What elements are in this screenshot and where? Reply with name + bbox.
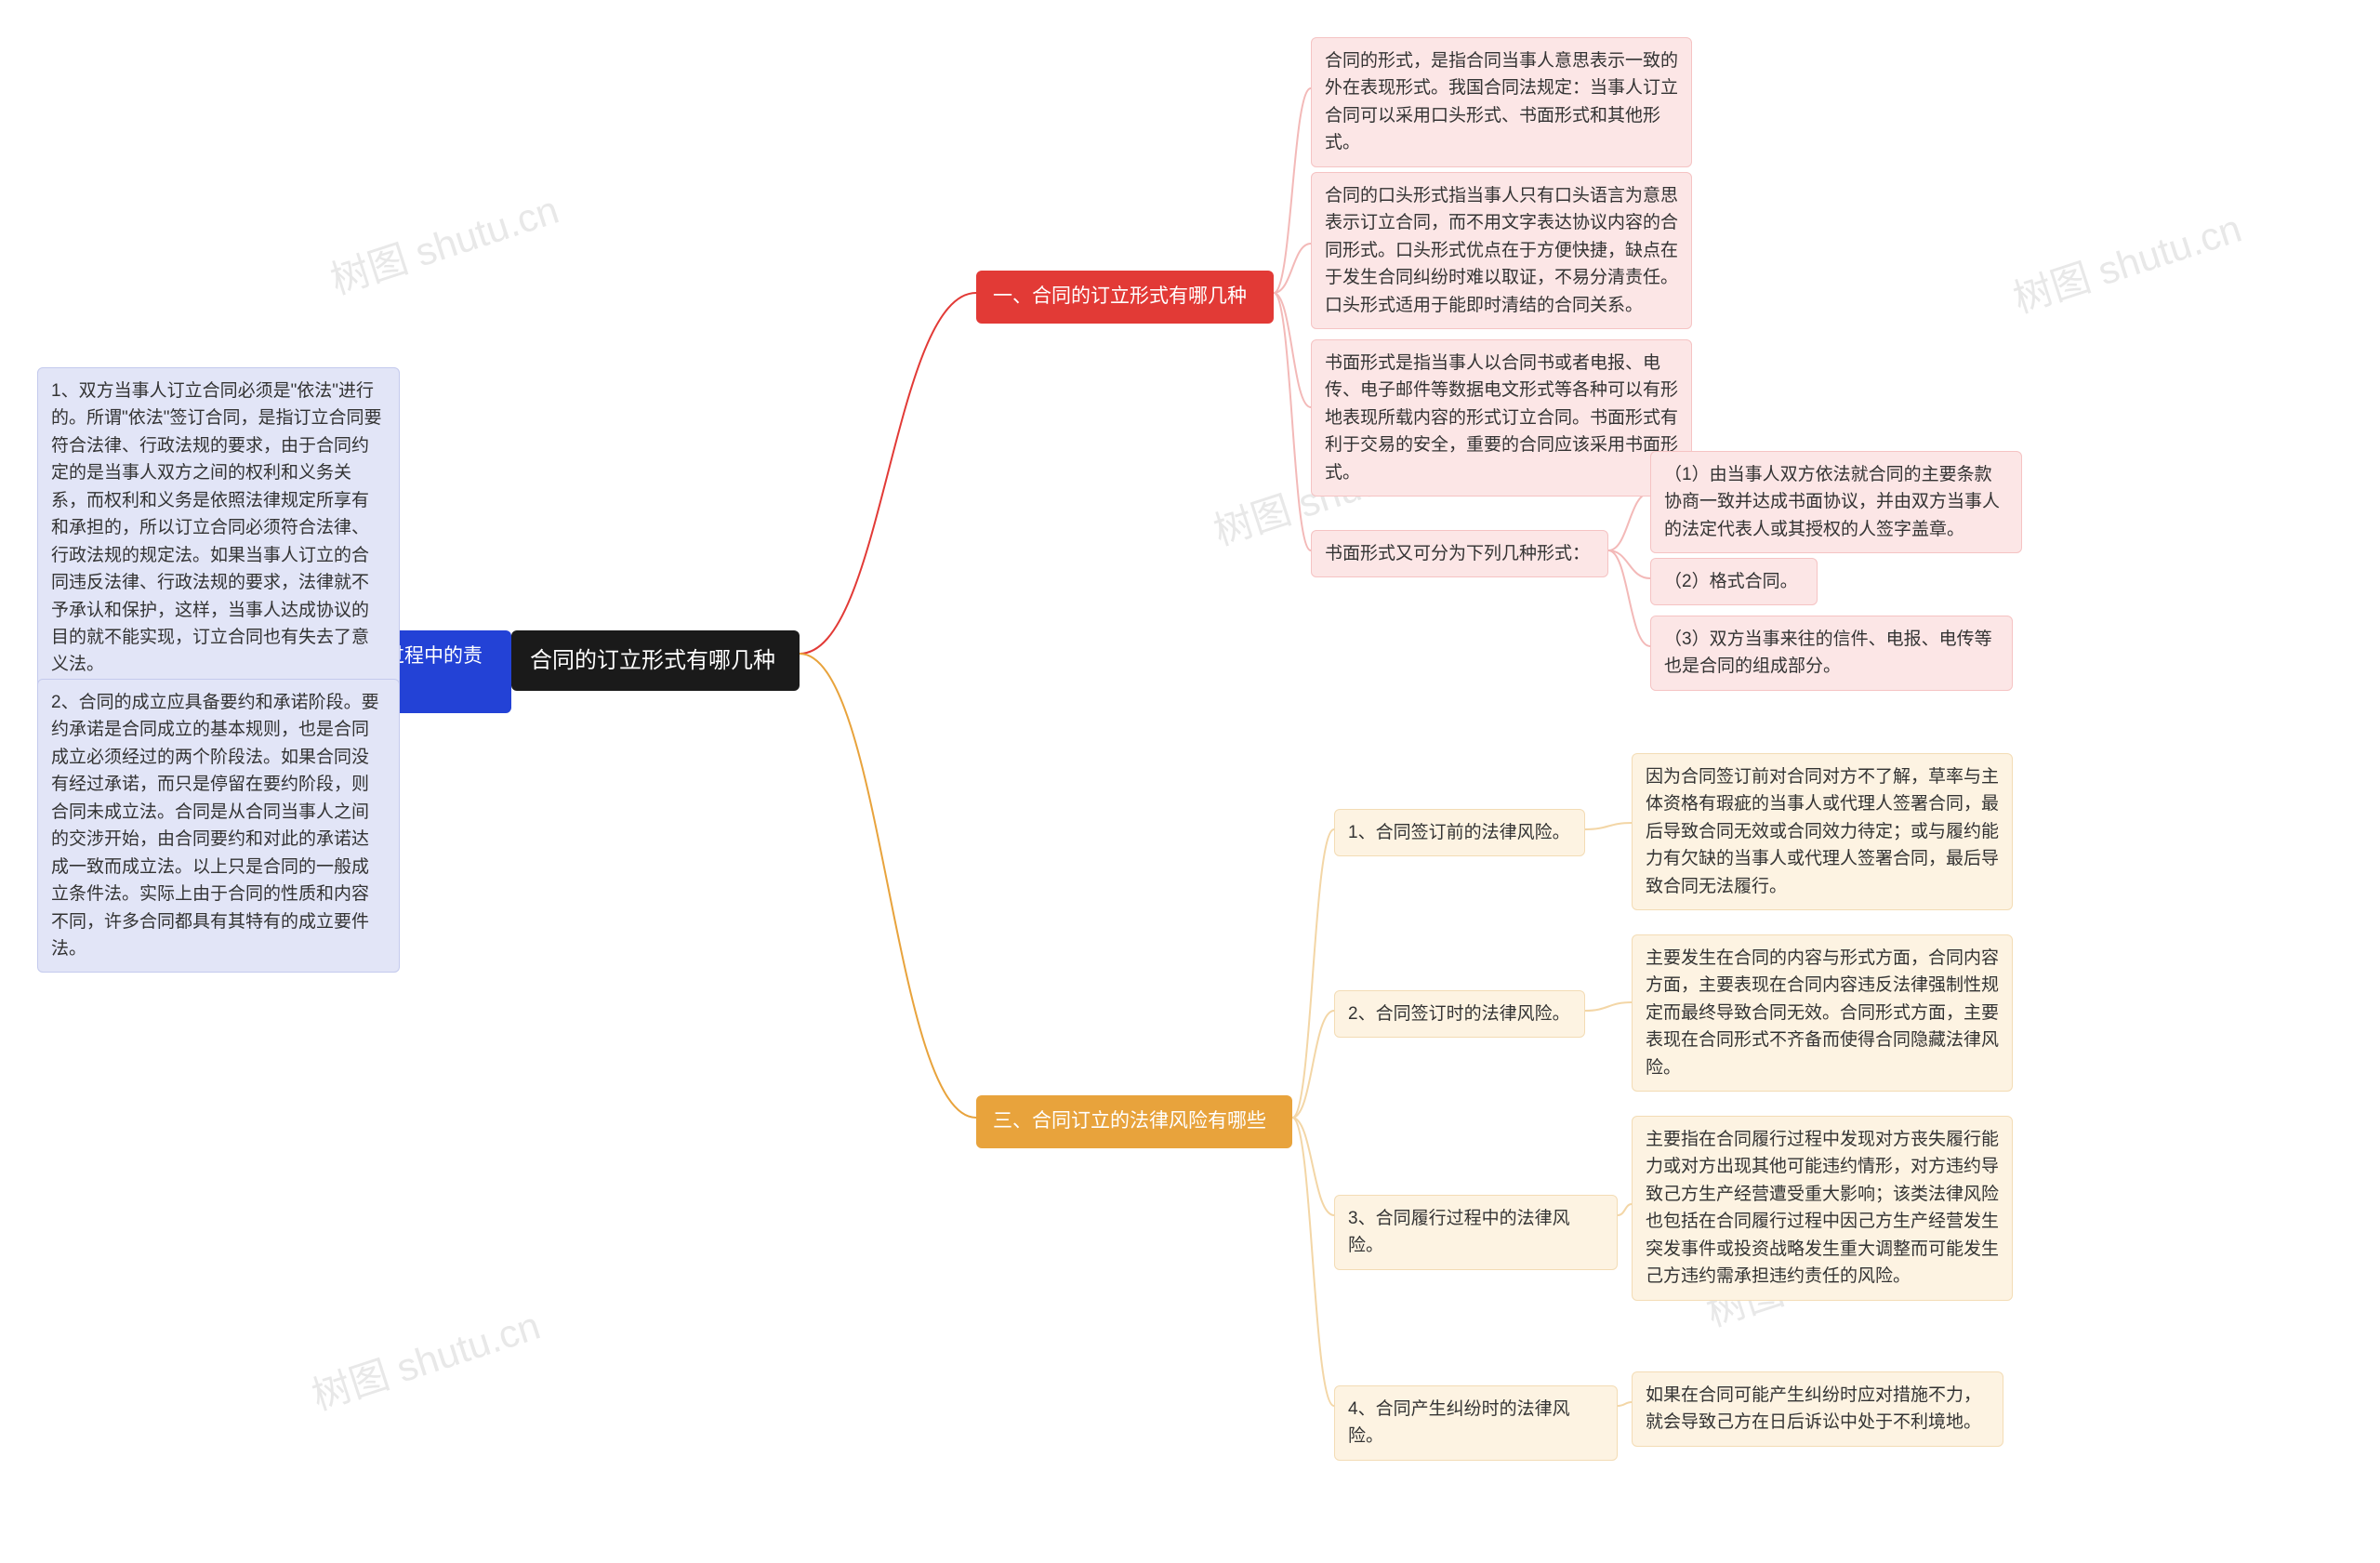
leaf-b2-2[interactable]: 2、合同的成立应具备要约和承诺阶段。要约承诺是合同成立的基本规则，也是合同成立必… (37, 679, 400, 973)
branch-3[interactable]: 三、合同订立的法律风险有哪些 (976, 1095, 1292, 1148)
leaf-b2-1[interactable]: 1、双方当事人订立合同必须是"依法"进行的。所谓"依法"签订合同，是指订立合同要… (37, 367, 400, 689)
leaf-b3-1[interactable]: 1、合同签订前的法律风险。 (1334, 809, 1585, 856)
watermark: 树图 shutu.cn (304, 1294, 547, 1422)
leaf-b3-3-detail[interactable]: 主要指在合同履行过程中发现对方丧失履行能力或对方出现其他可能违约情形，对方违约导… (1632, 1116, 2013, 1301)
leaf-b3-3[interactable]: 3、合同履行过程中的法律风险。 (1334, 1195, 1618, 1270)
leaf-b3-2[interactable]: 2、合同签订时的法律风险。 (1334, 990, 1585, 1038)
leaf-b3-4[interactable]: 4、合同产生纠纷时的法律风险。 (1334, 1385, 1618, 1461)
leaf-b1-1[interactable]: 合同的形式，是指合同当事人意思表示一致的外在表现形式。我国合同法规定：当事人订立… (1311, 37, 1692, 167)
leaf-b1-3[interactable]: 书面形式是指当事人以合同书或者电报、电传、电子邮件等数据电文形式等各种可以有形地… (1311, 339, 1692, 497)
leaf-b1-4-3[interactable]: （3）双方当事来往的信件、电报、电传等也是合同的组成部分。 (1650, 616, 2013, 691)
leaf-b1-4[interactable]: 书面形式又可分为下列几种形式： (1311, 530, 1608, 577)
leaf-b3-1-detail[interactable]: 因为合同签订前对合同对方不了解，草率与主体资格有瑕疵的当事人或代理人签署合同，最… (1632, 753, 2013, 910)
root-node[interactable]: 合同的订立形式有哪几种 (511, 630, 800, 691)
watermark: 树图 shutu.cn (2005, 197, 2248, 325)
leaf-b1-2[interactable]: 合同的口头形式指当事人只有口头语言为意思表示订立合同，而不用文字表达协议内容的合… (1311, 172, 1692, 329)
leaf-b1-4-2[interactable]: （2）格式合同。 (1650, 558, 1818, 605)
branch-1[interactable]: 一、合同的订立形式有哪几种 (976, 271, 1274, 324)
leaf-b1-4-1[interactable]: （1）由当事人双方依法就合同的主要条款协商一致并达成书面协议，并由双方当事人的法… (1650, 451, 2022, 553)
leaf-b3-2-detail[interactable]: 主要发生在合同的内容与形式方面，合同内容方面，主要表现在合同内容违反法律强制性规… (1632, 934, 2013, 1092)
watermark: 树图 shutu.cn (323, 179, 565, 306)
leaf-b3-4-detail[interactable]: 如果在合同可能产生纠纷时应对措施不力，就会导致己方在日后诉讼中处于不利境地。 (1632, 1371, 2003, 1447)
